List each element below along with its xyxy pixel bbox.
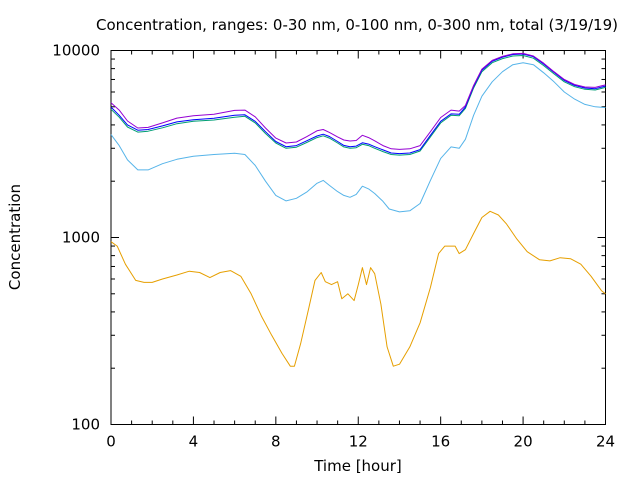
x-tick-label: 0 <box>106 433 116 451</box>
x-axis-label: Time [hour] <box>313 457 402 475</box>
x-tick-label: 24 <box>596 433 615 451</box>
series-line-1 <box>110 210 606 367</box>
x-tick-label: 4 <box>189 433 199 451</box>
series-layer <box>110 52 606 367</box>
y-tick-label: 1000 <box>62 229 100 247</box>
x-tick-label: 12 <box>349 433 368 451</box>
chart-title: Concentration, ranges: 0-30 nm, 0-100 nm… <box>96 16 618 34</box>
x-tick-label: 16 <box>431 433 450 451</box>
x-tick-label: 8 <box>271 433 281 451</box>
y-tick-label: 100 <box>71 416 100 434</box>
series-line-2 <box>110 62 606 213</box>
series-line-4 <box>110 53 606 155</box>
y-tick-label: 10000 <box>52 42 100 60</box>
series-line-5 <box>110 52 606 150</box>
y-axis-label: Concentration <box>6 184 24 290</box>
plot-frame <box>110 50 606 425</box>
x-axis: 0 4 8 12 16 20 24 <box>106 50 615 451</box>
x-tick-label: 20 <box>514 433 533 451</box>
series-line-3 <box>110 55 606 156</box>
y-axis: 100 1000 10000 <box>52 42 606 434</box>
